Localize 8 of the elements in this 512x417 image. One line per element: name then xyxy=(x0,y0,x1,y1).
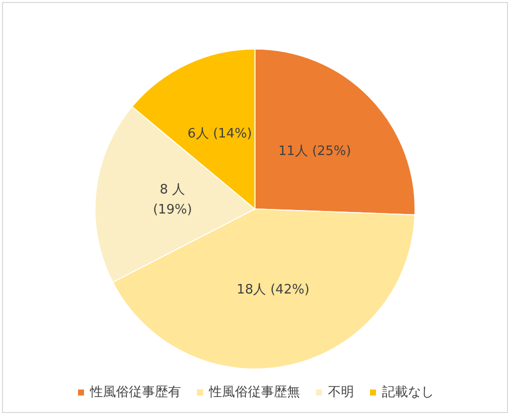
data-label: 6人 (14%) xyxy=(188,126,252,142)
legend-label: 性風俗従事歴有 xyxy=(89,385,181,400)
legend-label: 性風俗従事歴無 xyxy=(208,385,300,400)
legend-label: 記載なし xyxy=(382,385,434,400)
legend-label: 不明 xyxy=(328,385,354,400)
data-label: 18人 (42%) xyxy=(236,282,310,298)
data-label: 11人 (25%) xyxy=(278,144,352,159)
data-label: 8 人 (19%) xyxy=(152,182,192,218)
